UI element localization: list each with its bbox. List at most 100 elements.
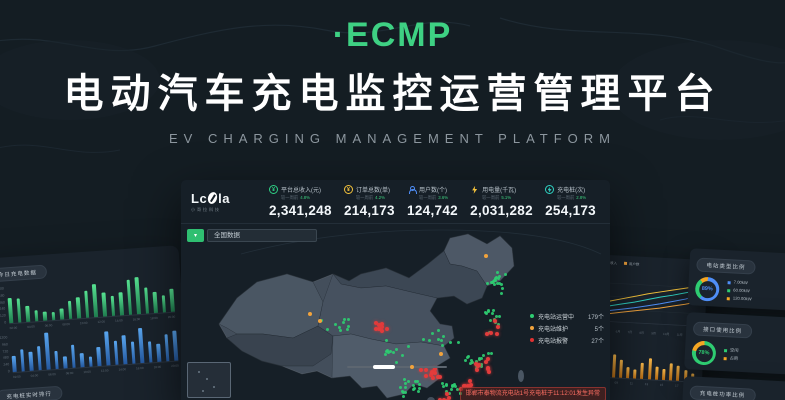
stat-value: 214,173 xyxy=(343,202,395,218)
stat-value: 2,031,282 xyxy=(470,202,533,218)
charger-dot xyxy=(334,323,338,327)
charger-dot xyxy=(398,385,402,389)
tick-label: 600 xyxy=(0,286,5,291)
tick-label: 240 xyxy=(0,306,6,312)
stats-bar: ¥ 平台总收入(元) 较一周前 4.8% 2,341,248 ¥ 订单总数(单) 较一… xyxy=(253,185,600,218)
legend-swatch xyxy=(727,288,731,292)
charger-dot xyxy=(465,383,470,388)
tick-label: 0 xyxy=(4,320,7,325)
legend-swatch xyxy=(726,296,730,300)
charger-dot xyxy=(489,281,493,285)
stat-energy-used: 用电量(千瓦) 较一周前 5.1% 2,031,282 xyxy=(470,185,533,218)
bar xyxy=(67,300,73,320)
bar xyxy=(16,298,22,323)
bolt-icon xyxy=(470,185,479,194)
charger-dot xyxy=(388,350,392,354)
tick-label: 480 xyxy=(0,293,5,298)
charger-dot xyxy=(451,383,455,387)
bar xyxy=(134,277,141,315)
left-panel-bottom-badge: 充电桩实时排行 xyxy=(0,385,63,400)
tick-label: 02:00 xyxy=(12,374,21,380)
charger-dot xyxy=(377,323,382,328)
tick-label: 360 xyxy=(0,300,5,305)
bar xyxy=(654,366,659,380)
charger-dot xyxy=(467,378,472,383)
charger-dot xyxy=(404,391,408,395)
slider-knob[interactable] xyxy=(410,364,414,369)
legend-maintenance: 充电站维护 5个 xyxy=(530,322,604,334)
region-dropdown-button[interactable]: ▾ xyxy=(187,229,204,242)
bar xyxy=(76,296,82,319)
stat-value: 2,341,248 xyxy=(269,202,332,218)
tick-label: 06:00 xyxy=(44,323,53,328)
charger-dot xyxy=(475,360,479,364)
charger-dot xyxy=(486,351,490,355)
charger-dot xyxy=(492,309,496,313)
timeline-slider[interactable] xyxy=(347,364,447,369)
charger-dot xyxy=(444,390,448,394)
brand-right-text: la xyxy=(218,190,231,206)
orange-dot-icon xyxy=(530,326,534,330)
tick-label: 10:00 xyxy=(83,369,92,375)
blue-bar-chart: 1200 960 720 480 240 0 02:00 04:00 06:00 08:00 10… xyxy=(0,323,179,381)
bar xyxy=(669,363,674,381)
charger-dot xyxy=(338,328,342,332)
main-dashboard: Lc la 小哥拉科技 ¥ 平台总收入(元) 较一周前 4.8% 2,341,248… xyxy=(181,180,610,400)
tick-label: 20:00 xyxy=(171,363,179,368)
legend-swatch xyxy=(723,356,727,360)
charger-dot xyxy=(466,356,470,360)
china-map[interactable]: ▾ 全国数据 充电站运营中 179个 充电站维护 5个 充电站报警 27个 邯郸市泰物… xyxy=(181,224,610,400)
bar xyxy=(662,369,666,381)
charger-dot xyxy=(345,327,349,331)
tick-label: 9月 xyxy=(651,331,657,336)
charger-dot xyxy=(496,322,500,326)
slider-active-segment[interactable] xyxy=(373,365,395,369)
green-bar-chart: 600 480 360 240 120 0 02:00 04:00 06:00 08:00 10:… xyxy=(0,274,175,332)
charger-dot xyxy=(379,324,384,329)
charger-dot xyxy=(342,317,346,321)
charger-dot xyxy=(325,327,329,331)
legend-swatch xyxy=(623,261,628,265)
charger-dots-layer xyxy=(181,224,610,400)
bar xyxy=(54,350,59,370)
bar xyxy=(147,341,153,363)
charger-dot xyxy=(495,314,499,318)
charger-dot xyxy=(444,383,448,387)
tick-label: 08:00 xyxy=(62,321,71,327)
china-map-shape xyxy=(218,229,602,400)
slider-track[interactable] xyxy=(347,366,447,368)
page-title: 电动汽车充电监控运营管理平台 xyxy=(63,72,722,116)
tick-label: 17 xyxy=(674,383,679,388)
charger-dot xyxy=(487,370,492,375)
charger-dot xyxy=(433,371,438,376)
bar xyxy=(96,346,102,367)
charger-dot xyxy=(492,319,497,324)
charger-dot xyxy=(407,345,411,349)
charger-dot xyxy=(490,311,494,315)
charger-dot xyxy=(450,388,454,392)
bar xyxy=(118,292,124,316)
region-search-input[interactable]: 全国数据 xyxy=(207,229,317,242)
lcola-brand: Lc la 小哥拉科技 xyxy=(191,191,253,213)
tick-label: 18:00 xyxy=(150,315,158,321)
brand-name: Lc la xyxy=(191,191,253,206)
charger-dot xyxy=(385,327,390,332)
charger-dot xyxy=(444,398,449,400)
bar xyxy=(164,333,170,362)
charger-dot xyxy=(487,310,491,314)
charger-dot xyxy=(427,339,431,343)
charger-dot xyxy=(495,271,499,275)
tick-label: 0 xyxy=(7,369,10,374)
legend-item: 用户数 xyxy=(623,261,640,268)
charger-dot xyxy=(308,312,312,316)
bar xyxy=(84,290,90,318)
charger-dot xyxy=(504,273,508,277)
charger-dot xyxy=(391,351,395,355)
tick-label: 06:00 xyxy=(48,372,56,377)
left-charts-panel: 今日充电数据 600 480 360 240 120 0 02:00 04:00 06:00 0… xyxy=(0,245,190,400)
charger-dot xyxy=(470,358,474,362)
south-china-sea-inset xyxy=(187,362,231,398)
